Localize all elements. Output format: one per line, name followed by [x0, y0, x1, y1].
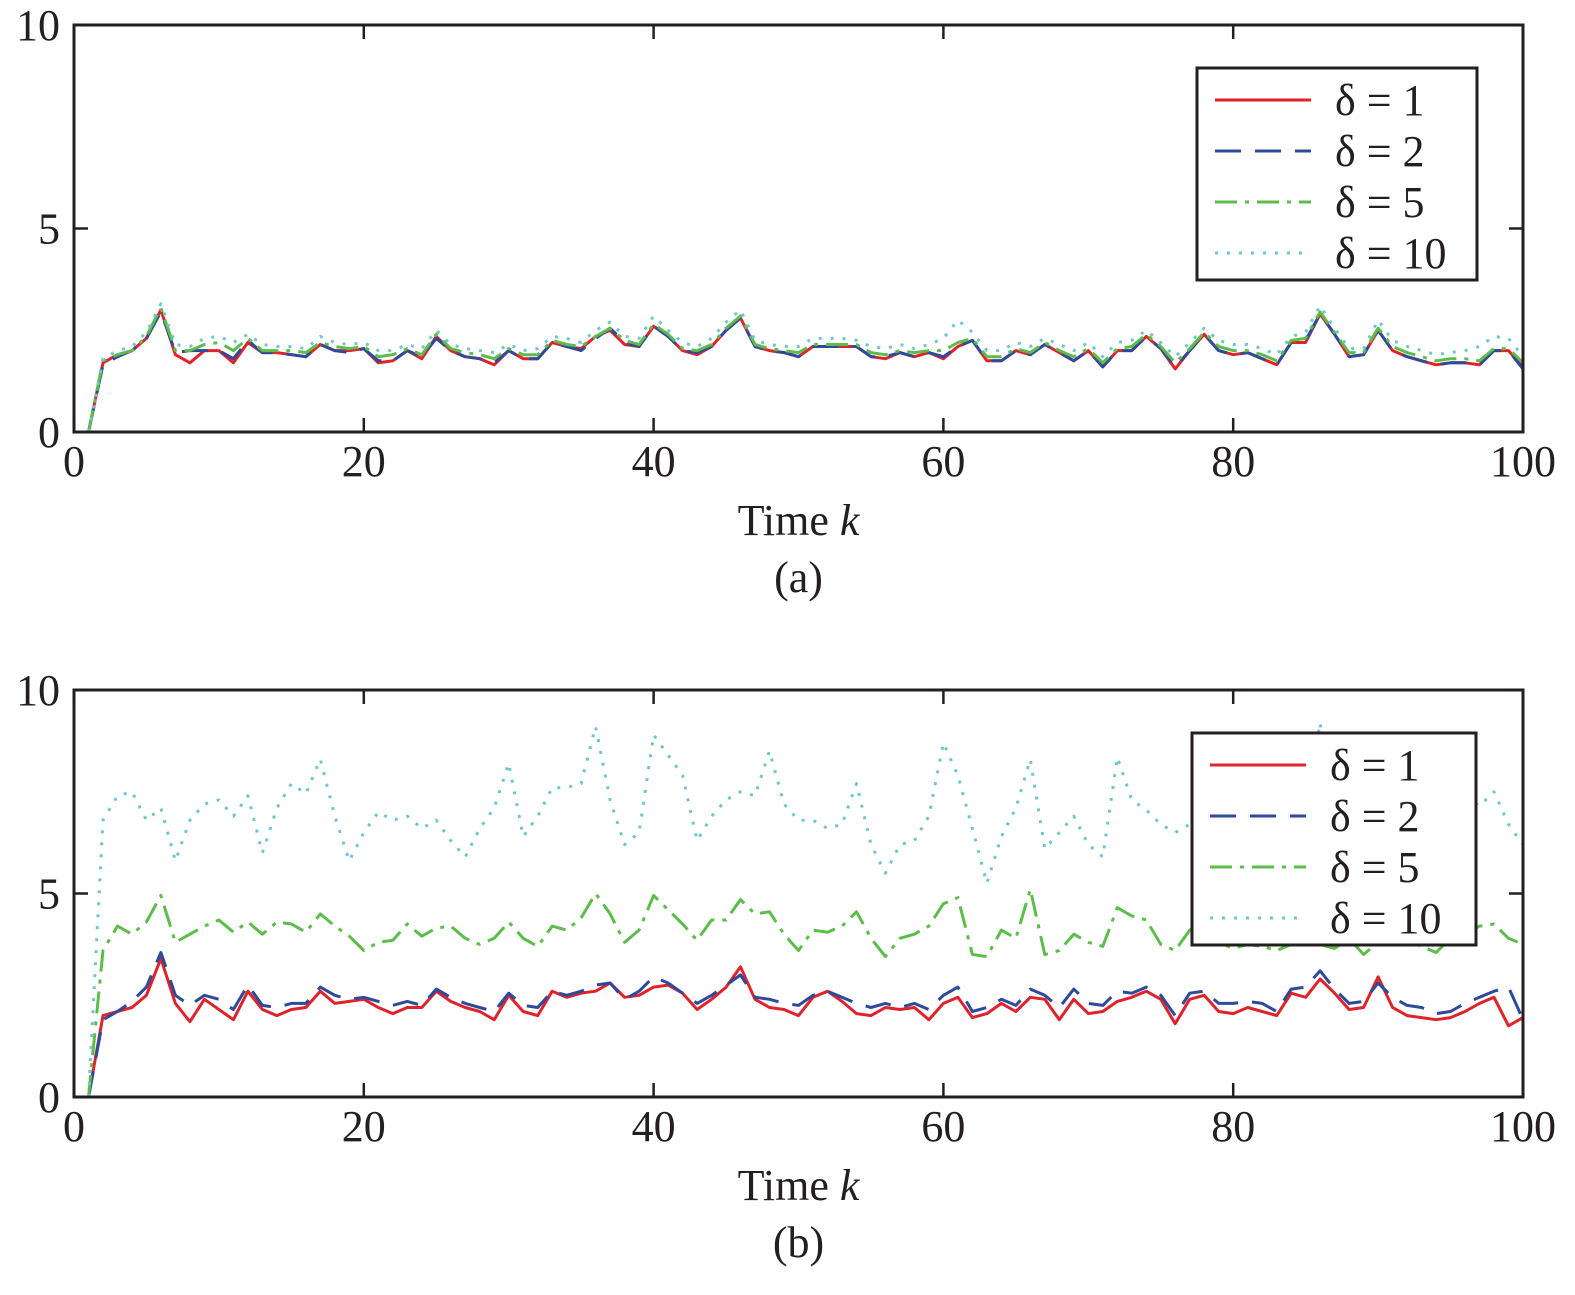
x-tick-label: 0	[63, 1102, 85, 1151]
legend-label-4: δ = 10	[1335, 229, 1447, 278]
legend-box-b	[1190, 731, 1478, 947]
legend-label-1: δ = 1	[1335, 76, 1425, 125]
x-tick-label: 20	[342, 1102, 386, 1151]
x-tick-label: 60	[921, 1102, 965, 1151]
legend-b: δ = 1δ = 2δ = 5δ = 10	[1190, 731, 1478, 947]
series-line-2	[87, 310, 1525, 433]
series-line-4	[87, 302, 1525, 433]
series-layer-a	[87, 302, 1525, 433]
x-tick-label: 40	[632, 1102, 676, 1151]
legend-label-1: δ = 1	[1330, 741, 1420, 790]
x-axis-label-b: Time k	[738, 1161, 861, 1210]
legend-label-2: δ = 2	[1335, 127, 1425, 176]
legend-entries-b: δ = 1δ = 2δ = 5δ = 10	[1210, 741, 1442, 943]
y-tick-label: 0	[38, 408, 60, 457]
x-tick-label: 0	[63, 437, 85, 486]
x-tick-label: 40	[632, 437, 676, 486]
y-tick-label: 10	[16, 666, 60, 715]
legend-label-2: δ = 2	[1330, 792, 1420, 841]
x-axis-label-a: Time k	[738, 496, 861, 545]
legend-box-a	[1195, 66, 1479, 282]
legend-label-3: δ = 5	[1335, 178, 1425, 227]
ticks-layer-b: 0 20 40 60 80 100 0 5 10	[16, 666, 1556, 1151]
legend-label-4: δ = 10	[1330, 894, 1442, 943]
ticks-layer-a: 0 20 40 60 80 100 0 5 10	[16, 1, 1556, 486]
panel-caption-a: (a)	[774, 553, 823, 602]
panel-caption-b: (b)	[773, 1218, 824, 1267]
y-tick-label: 10	[16, 1, 60, 50]
x-tick-label: 80	[1211, 1102, 1255, 1151]
legend-entries-a: δ = 1δ = 2δ = 5δ = 10	[1215, 76, 1447, 278]
x-tick-label: 60	[921, 437, 965, 486]
series-line-1	[87, 957, 1524, 1098]
series-line-1	[87, 308, 1525, 433]
x-tick-label: 100	[1490, 437, 1556, 486]
y-tick-label: 5	[38, 870, 60, 919]
series-line-3	[87, 306, 1525, 433]
series-line-2	[87, 951, 1525, 1098]
series-line-3	[87, 887, 1524, 1098]
x-tick-label: 20	[342, 437, 386, 486]
x-tick-label: 100	[1490, 1102, 1556, 1151]
y-tick-label: 0	[38, 1073, 60, 1122]
legend-a: δ = 1δ = 2δ = 5δ = 10	[1195, 66, 1479, 282]
x-tick-label: 80	[1211, 437, 1255, 486]
y-tick-label: 5	[38, 205, 60, 254]
legend-label-3: δ = 5	[1330, 843, 1420, 892]
